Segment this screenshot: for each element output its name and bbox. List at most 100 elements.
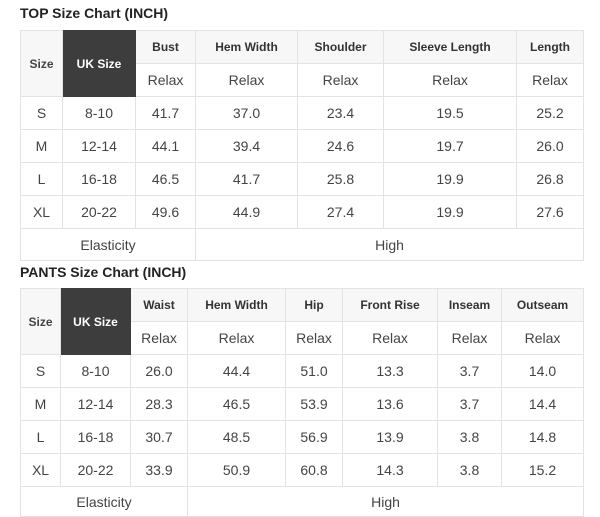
- elasticity-value: High: [187, 486, 584, 517]
- table-cell: 25.8: [297, 162, 384, 196]
- uk-size-header: UK Size: [62, 30, 136, 97]
- table-cell: 28.3: [130, 387, 188, 421]
- table-cell: 33.9: [130, 453, 188, 487]
- column-header: Outseam: [501, 288, 584, 322]
- table-cell: XL: [20, 453, 61, 487]
- table-cell: 20-22: [60, 453, 131, 487]
- column-header: Sleeve Length: [383, 30, 517, 64]
- table-cell: 12-14: [62, 129, 136, 163]
- table-row: L 16-18 30.7 48.5 56.9 13.9 3.8 14.8: [20, 420, 584, 454]
- table-cell: 3.7: [437, 354, 502, 388]
- table-cell: 24.6: [297, 129, 384, 163]
- top-size-table: Size UK Size Bust Hem Width Shoulder Sleeve L…: [20, 30, 584, 261]
- table-cell: 26.0: [130, 354, 188, 388]
- table-cell: 20-22: [62, 195, 136, 229]
- table-cell: 12-14: [60, 387, 131, 421]
- table-row: XL 20-22 49.6 44.9 27.4 19.9 27.6: [20, 195, 584, 229]
- pants-size-table: Size UK Size Waist Hem Width Hip Front Rise In…: [20, 288, 584, 517]
- table-cell: 27.6: [516, 195, 584, 229]
- table-cell: 3.8: [437, 420, 502, 454]
- table-cell: L: [20, 420, 61, 454]
- table-cell: S: [20, 96, 63, 130]
- column-header: Waist: [130, 288, 188, 322]
- table-cell: 30.7: [130, 420, 188, 454]
- table-cell: 16-18: [62, 162, 136, 196]
- relax-label: Relax: [383, 63, 517, 97]
- table-cell: 14.4: [501, 387, 584, 421]
- relax-label: Relax: [516, 63, 584, 97]
- table-cell: M: [20, 387, 61, 421]
- table-cell: M: [20, 129, 63, 163]
- table-cell: 3.7: [437, 387, 502, 421]
- column-header: Front Rise: [342, 288, 438, 322]
- table-cell: 50.9: [187, 453, 286, 487]
- table-cell: 44.9: [195, 195, 298, 229]
- table-cell: XL: [20, 195, 63, 229]
- table-cell: 19.9: [383, 162, 517, 196]
- relax-label: Relax: [297, 63, 384, 97]
- column-header: Shoulder: [297, 30, 384, 64]
- column-header: Length: [516, 30, 584, 64]
- table-cell: 41.7: [195, 162, 298, 196]
- pants-chart-title: PANTS Size Chart (INCH): [20, 264, 187, 280]
- table-row: L 16-18 46.5 41.7 25.8 19.9 26.8: [20, 162, 584, 196]
- elasticity-label: Elasticity: [20, 228, 196, 261]
- table-cell: 13.6: [342, 387, 438, 421]
- table-cell: 41.7: [135, 96, 196, 130]
- table-cell: 19.7: [383, 129, 517, 163]
- relax-label: Relax: [195, 63, 298, 97]
- relax-label: Relax: [130, 321, 188, 355]
- table-row: S 8-10 26.0 44.4 51.0 13.3 3.7 14.0: [20, 354, 584, 388]
- relax-label: Relax: [437, 321, 502, 355]
- table-cell: 13.9: [342, 420, 438, 454]
- table-row: XL 20-22 33.9 50.9 60.8 14.3 3.8 15.2: [20, 453, 584, 487]
- table-cell: 13.3: [342, 354, 438, 388]
- table-cell: 19.5: [383, 96, 517, 130]
- top-chart-title: TOP Size Chart (INCH): [20, 5, 169, 21]
- table-cell: 60.8: [285, 453, 343, 487]
- table-cell: 44.1: [135, 129, 196, 163]
- column-header: Hem Width: [187, 288, 286, 322]
- table-cell: L: [20, 162, 63, 196]
- table-cell: 8-10: [60, 354, 131, 388]
- size-header: Size: [20, 30, 63, 97]
- column-header: Hem Width: [195, 30, 298, 64]
- elasticity-label: Elasticity: [20, 486, 188, 517]
- table-cell: 16-18: [60, 420, 131, 454]
- table-cell: 8-10: [62, 96, 136, 130]
- table-cell: 51.0: [285, 354, 343, 388]
- table-cell: 56.9: [285, 420, 343, 454]
- relax-label: Relax: [285, 321, 343, 355]
- table-cell: 15.2: [501, 453, 584, 487]
- table-cell: 48.5: [187, 420, 286, 454]
- table-cell: S: [20, 354, 61, 388]
- table-cell: 19.9: [383, 195, 517, 229]
- table-row: M 12-14 28.3 46.5 53.9 13.6 3.7 14.4: [20, 387, 584, 421]
- table-cell: 26.8: [516, 162, 584, 196]
- table-cell: 14.8: [501, 420, 584, 454]
- size-header: Size: [20, 288, 61, 355]
- table-cell: 25.2: [516, 96, 584, 130]
- table-cell: 26.0: [516, 129, 584, 163]
- table-cell: 44.4: [187, 354, 286, 388]
- elasticity-value: High: [195, 228, 584, 261]
- table-cell: 14.0: [501, 354, 584, 388]
- table-cell: 37.0: [195, 96, 298, 130]
- relax-label: Relax: [187, 321, 286, 355]
- table-cell: 23.4: [297, 96, 384, 130]
- table-cell: 46.5: [187, 387, 286, 421]
- column-header: Inseam: [437, 288, 502, 322]
- table-cell: 27.4: [297, 195, 384, 229]
- relax-label: Relax: [135, 63, 196, 97]
- table-row: S 8-10 41.7 37.0 23.4 19.5 25.2: [20, 96, 584, 130]
- relax-label: Relax: [501, 321, 584, 355]
- table-row: M 12-14 44.1 39.4 24.6 19.7 26.0: [20, 129, 584, 163]
- table-cell: 53.9: [285, 387, 343, 421]
- table-cell: 49.6: [135, 195, 196, 229]
- table-cell: 39.4: [195, 129, 298, 163]
- relax-label: Relax: [342, 321, 438, 355]
- column-header: Bust: [135, 30, 196, 64]
- table-cell: 14.3: [342, 453, 438, 487]
- table-cell: 46.5: [135, 162, 196, 196]
- column-header: Hip: [285, 288, 343, 322]
